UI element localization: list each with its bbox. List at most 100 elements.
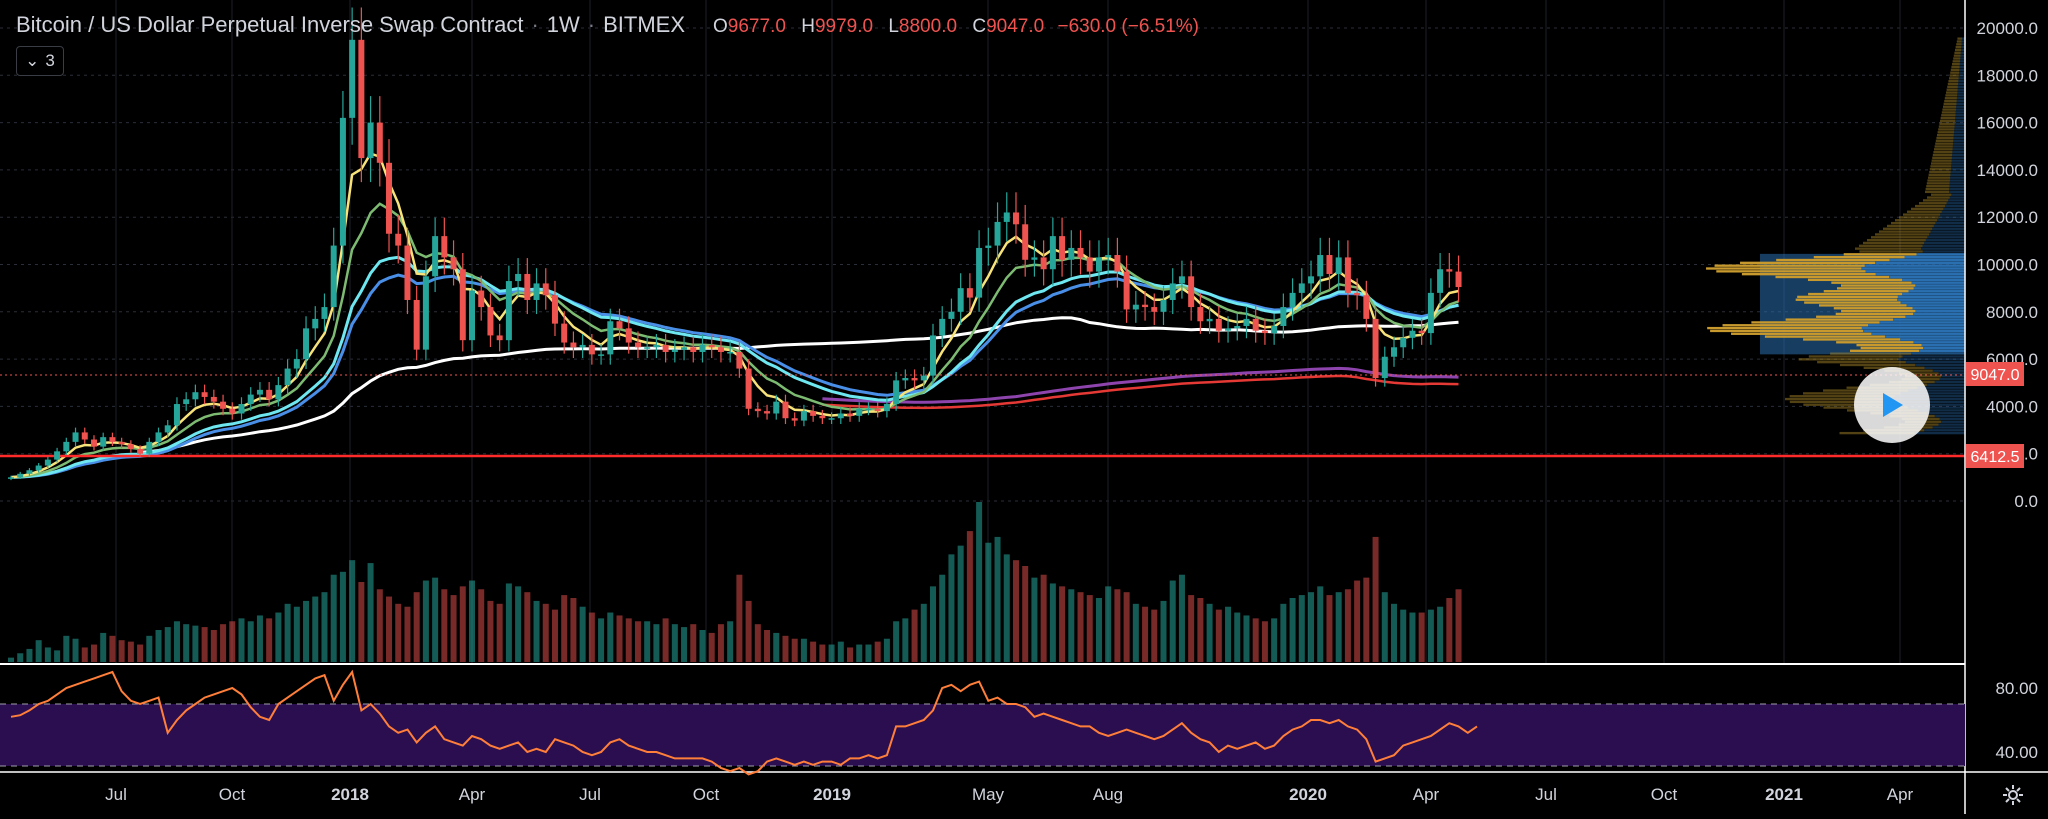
volume-bar — [26, 648, 33, 662]
volume-bar — [570, 598, 577, 662]
profile-bar — [1918, 349, 1965, 352]
candle-body — [432, 236, 439, 277]
candle-body — [1437, 269, 1444, 293]
volume-bar — [1372, 536, 1379, 662]
candle-body — [1169, 283, 1176, 300]
profile-bar — [1924, 429, 1965, 432]
candle-body — [81, 432, 88, 440]
profile-bar — [1830, 352, 1912, 355]
candles — [8, 7, 1462, 481]
profile-bar — [1934, 414, 1965, 418]
candle-body — [293, 359, 300, 369]
profile-bar — [1913, 312, 1965, 316]
candle-body — [736, 352, 743, 369]
candle-body — [284, 368, 291, 386]
profile-bar — [1961, 40, 1965, 43]
candle-body — [588, 344, 595, 355]
volume-bar — [1169, 580, 1176, 662]
candle-body — [939, 318, 946, 336]
collapse-indicators-button[interactable]: ⌄ 3 — [16, 46, 64, 76]
profile-bar — [1798, 358, 1899, 361]
time-axis[interactable]: Jul Oct 2018 Apr Jul Oct 2019 May Aug 2020 Apr Jul O… — [105, 785, 1913, 804]
profile-bar — [1875, 233, 1929, 236]
candle-body — [1215, 318, 1222, 331]
profile-bar — [1839, 363, 1915, 367]
volume-bar — [727, 621, 734, 662]
profile-bar — [1819, 304, 1907, 307]
candle-body — [469, 290, 475, 341]
profile-bar — [1859, 250, 1923, 253]
candle-body — [459, 269, 466, 341]
profile-bar — [1904, 375, 1941, 378]
candle-body — [1178, 276, 1185, 284]
indicator-count: 3 — [45, 51, 55, 70]
profile-bar — [1941, 111, 1956, 114]
profile-bar — [1949, 190, 1965, 194]
profile-bar — [1952, 60, 1961, 63]
volume-bar — [1206, 603, 1213, 662]
profile-bar — [1939, 417, 1965, 421]
volume-bar — [515, 586, 522, 662]
candle-body — [321, 307, 328, 319]
candle-body — [146, 441, 153, 454]
profile-bar — [1926, 383, 1965, 387]
candle-body — [478, 290, 485, 308]
ma-cyan-line — [10, 255, 1459, 479]
time-tick-label: Jul — [105, 785, 127, 804]
profile-bar — [1803, 338, 1901, 341]
volume-bar — [1326, 595, 1333, 662]
candle-body — [8, 477, 14, 479]
volume-bar — [35, 640, 42, 662]
interval-label[interactable]: 1W — [546, 12, 580, 37]
volume-bar — [90, 644, 97, 662]
volume-bar — [17, 653, 24, 662]
candle-body — [1280, 307, 1287, 326]
ma-green-line — [10, 202, 1459, 479]
profile-bar — [1940, 420, 1965, 423]
candle-body — [847, 413, 854, 416]
profile-bar — [1959, 65, 1965, 69]
volume-bar — [1178, 574, 1185, 662]
profile-bar — [1915, 204, 1945, 208]
volume-bar — [1077, 592, 1084, 662]
volume-bar — [386, 596, 393, 662]
profile-bar — [1947, 82, 1959, 86]
profile-bar — [1958, 74, 1965, 77]
candle-body — [1409, 330, 1416, 338]
profile-bar — [1951, 65, 1960, 69]
profile-bar — [1908, 290, 1965, 293]
profile-bar — [1960, 57, 1965, 60]
volume-bar — [238, 618, 245, 662]
candle-body — [1095, 257, 1102, 272]
profile-bar — [1932, 156, 1952, 159]
play-button[interactable] — [1854, 367, 1930, 443]
profile-bar — [1731, 332, 1872, 335]
profile-bar — [1940, 213, 1965, 216]
price-tick-label: 0.0 — [2014, 492, 2038, 511]
candle-body — [487, 307, 494, 336]
volume-bar — [192, 625, 199, 662]
volume-bar — [1354, 580, 1361, 662]
volume-bar — [708, 632, 715, 662]
gear-icon[interactable] — [2002, 784, 2024, 806]
profile-bar — [1875, 273, 1965, 276]
profile-bar — [1833, 307, 1913, 310]
candle-body — [155, 432, 162, 442]
candle-body — [1049, 236, 1056, 270]
candle-body — [1335, 257, 1342, 274]
candle-body — [1252, 318, 1259, 331]
volume-bar — [1271, 618, 1278, 662]
volume-bar — [1363, 577, 1370, 662]
candle-body — [1160, 299, 1167, 312]
profile-bar — [1900, 403, 1965, 406]
candle-body — [404, 245, 411, 300]
profile-bar — [1959, 71, 1965, 74]
candle-body — [708, 344, 715, 348]
profile-bar — [1722, 324, 1869, 327]
symbol-title[interactable]: Bitcoin / US Dollar Perpetual Inverse Sw… — [16, 12, 524, 37]
volume-bar — [1391, 603, 1397, 662]
volume-bar — [1105, 586, 1112, 662]
profile-bar — [1938, 128, 1955, 131]
